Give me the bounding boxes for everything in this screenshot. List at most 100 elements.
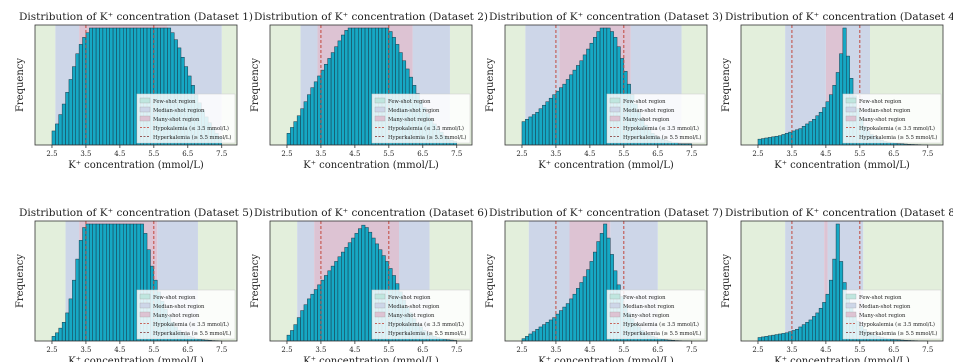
chart-title: Distribution of K⁺ concentration (Datase… [19,207,253,219]
histogram-bar [805,322,810,341]
legend: Few-shot region Median-shot region Many-sh… [371,289,471,340]
histogram-bar [528,333,533,341]
legend-swatch [845,115,857,122]
chart-title: Distribution of K⁺ concentration (Datase… [725,11,953,23]
x-tick-label: 5.5 [618,150,629,158]
histogram-bar [822,302,827,341]
histogram-bar [548,97,553,145]
chart-title: Distribution of K⁺ concentration (Datase… [254,11,488,23]
legend-item-label: Median-shot region [623,108,675,114]
legend-item-label: Many-shot region [153,313,200,319]
histogram-bar [832,258,837,341]
histogram-bar [525,336,530,341]
y-axis-label: Frequency [721,254,732,308]
histogram-bar [565,79,570,145]
histogram-bar [112,27,117,145]
histogram-bar [801,324,806,341]
histogram-bar [303,101,308,145]
histogram-bar [65,92,70,145]
histogram-bar [829,94,833,145]
histogram-bar [320,69,325,145]
x-tick-label: 3.5 [550,346,561,354]
legend-swatch [845,97,857,104]
legend-item-label: Few-shot region [153,295,196,301]
histogram-bar [538,326,543,341]
histogram-bar [327,270,332,341]
legend-item-label: Median-shot region [859,108,911,114]
histogram-bar [801,126,806,145]
histogram-bar [781,134,786,145]
chart-title: Distribution of K⁺ concentration (Datase… [254,207,488,219]
histogram-bar [324,275,328,341]
legend-item-label: Hypokalemia (≤ 3.5 mmol/L) [153,125,229,132]
legend-item-label: Hypokalemia (≤ 3.5 mmol/L) [859,125,935,132]
histogram-bar [293,121,298,145]
y-axis-label: Frequency [250,254,261,308]
histogram-bar [85,32,90,145]
x-tick-label: 2.5 [46,346,57,354]
histogram-bar [358,228,362,341]
histogram-bar [112,223,117,341]
x-tick-label: 3.5 [786,150,797,158]
histogram-bar [778,135,782,145]
histogram-bar [351,27,356,145]
histogram-bar [569,74,574,145]
histogram-bar [815,115,820,145]
histogram-bar [525,119,530,145]
histogram-bar [559,87,563,145]
legend-swatch [609,293,621,300]
histogram-bar [72,279,76,341]
x-tick-label: 3.5 [550,150,561,158]
x-tick-label: 5.5 [854,150,865,158]
legend-swatch [845,293,857,300]
histogram-bar [347,27,352,145]
histogram-bar [839,261,844,341]
histogram-bar [545,101,550,145]
legend-swatch [609,106,621,113]
x-tick-label: 2.5 [516,150,527,158]
histogram-bar [368,27,373,145]
histogram-bar [552,94,557,145]
legend-item-label: Few-shot region [388,295,431,301]
histogram-bar [528,116,533,145]
legend-swatch [845,311,857,318]
histogram-bar [99,27,104,145]
plot-frame [34,220,238,342]
histogram-bar [812,316,816,341]
histogram-bar [808,319,813,341]
histogram-bar [78,240,83,341]
legend-box [136,289,236,340]
histogram-bar [825,101,830,145]
legend-box [136,93,236,144]
histogram-bar [569,298,574,341]
histogram-bar [116,223,121,341]
histogram-bar [559,310,563,341]
histogram-bar [334,46,339,145]
histogram-bar [582,54,587,145]
legend-item-label: Hypokalemia (≤ 3.5 mmol/L) [388,125,464,132]
histogram-bar [596,31,601,145]
x-tick-label: 4.5 [114,150,125,158]
legend-swatch [845,302,857,309]
histogram-bar [822,107,827,145]
histogram-bar [582,276,587,341]
x-tick-label: 4.5 [820,346,831,354]
histogram-bar [55,123,60,145]
x-tick-label: 5.5 [148,346,159,354]
y-axis-label: Frequency [15,254,26,308]
histogram-bar [317,75,322,145]
legend-swatch [845,106,857,113]
histogram-bar [835,72,840,145]
x-axis-label: K⁺ concentration (mmol/L) [774,160,910,171]
x-tick-label: 3.5 [315,346,326,354]
histogram-bar [123,27,127,145]
legend-swatch [374,311,386,318]
x-tick-label: 4.5 [584,150,595,158]
histogram-bar [123,223,127,341]
histogram-bar [795,329,799,341]
histogram-bar [126,223,131,341]
histogram-bar [330,52,335,145]
histogram-bar [535,329,540,341]
chart-panel-8: 2.5 3.5 4.5 5.5 6.5 7.5 Distribution of K⁺ con… [721,207,953,362]
histogram-bar [51,336,56,341]
